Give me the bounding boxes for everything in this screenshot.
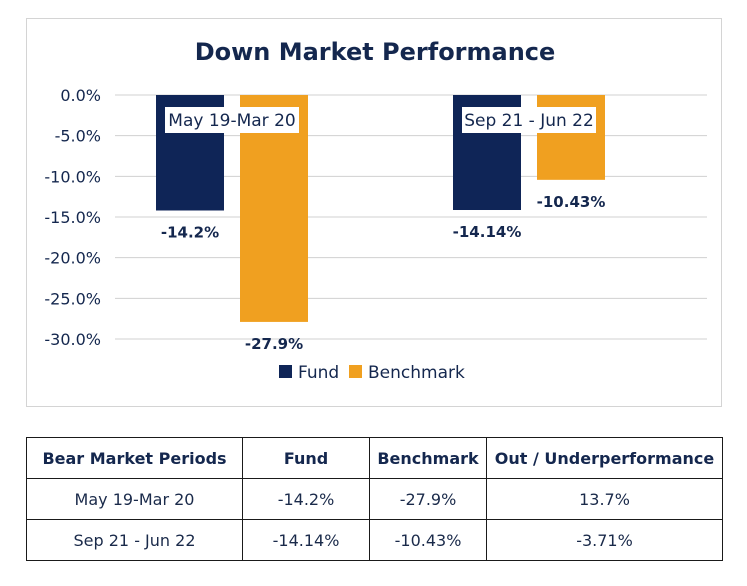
cell-fund: -14.14% bbox=[242, 519, 370, 561]
table-row: May 19-Mar 20 -14.2% -27.9% 13.7% bbox=[26, 478, 723, 520]
data-label: -10.43% bbox=[537, 193, 606, 211]
table-row: Sep 21 - Jun 22 -14.14% -10.43% -3.71% bbox=[26, 519, 723, 561]
y-tick-label: -20.0% bbox=[44, 249, 101, 268]
performance-table: Bear Market Periods Fund Benchmark Out /… bbox=[26, 437, 723, 561]
data-label: -14.2% bbox=[161, 223, 219, 241]
category-label-box bbox=[462, 107, 596, 133]
y-tick-label: 0.0% bbox=[60, 86, 101, 105]
legend-label-fund: Fund bbox=[298, 363, 339, 383]
data-label: -27.9% bbox=[245, 335, 303, 353]
y-tick-label: -15.0% bbox=[44, 208, 101, 227]
data-label: -14.14% bbox=[453, 223, 522, 241]
y-tick-label: -10.0% bbox=[44, 167, 101, 186]
y-tick-label: -5.0% bbox=[55, 127, 101, 146]
header-bear-market-periods: Bear Market Periods bbox=[26, 437, 243, 479]
legend-label-benchmark: Benchmark bbox=[368, 363, 465, 383]
header-out-underperformance: Out / Underperformance bbox=[486, 437, 723, 479]
category-label: Sep 21 - Jun 22 bbox=[464, 111, 594, 131]
chart-container: Down Market Performance 0.0% -5.0% -10.0% -1… bbox=[26, 18, 722, 407]
cell-benchmark: -10.43% bbox=[369, 519, 487, 561]
cell-outperformance: 13.7% bbox=[486, 478, 723, 520]
y-tick-label: -30.0% bbox=[44, 330, 101, 349]
legend-swatch-fund bbox=[279, 365, 292, 378]
category-label-box bbox=[165, 107, 299, 133]
cell-period: Sep 21 - Jun 22 bbox=[26, 519, 243, 561]
y-tick-label: -25.0% bbox=[44, 289, 101, 308]
legend-swatch-benchmark bbox=[349, 365, 362, 378]
cell-fund: -14.2% bbox=[242, 478, 370, 520]
category-label: May 19-Mar 20 bbox=[168, 111, 295, 131]
cell-outperformance: -3.71% bbox=[486, 519, 723, 561]
table-header-row: Bear Market Periods Fund Benchmark Out /… bbox=[26, 437, 723, 479]
chart-title: Down Market Performance bbox=[195, 38, 556, 66]
header-fund: Fund bbox=[242, 437, 370, 479]
header-benchmark: Benchmark bbox=[369, 437, 487, 479]
cell-period: May 19-Mar 20 bbox=[26, 478, 243, 520]
cell-benchmark: -27.9% bbox=[369, 478, 487, 520]
bar-chart: Down Market Performance 0.0% -5.0% -10.0% -1… bbox=[44, 38, 707, 383]
